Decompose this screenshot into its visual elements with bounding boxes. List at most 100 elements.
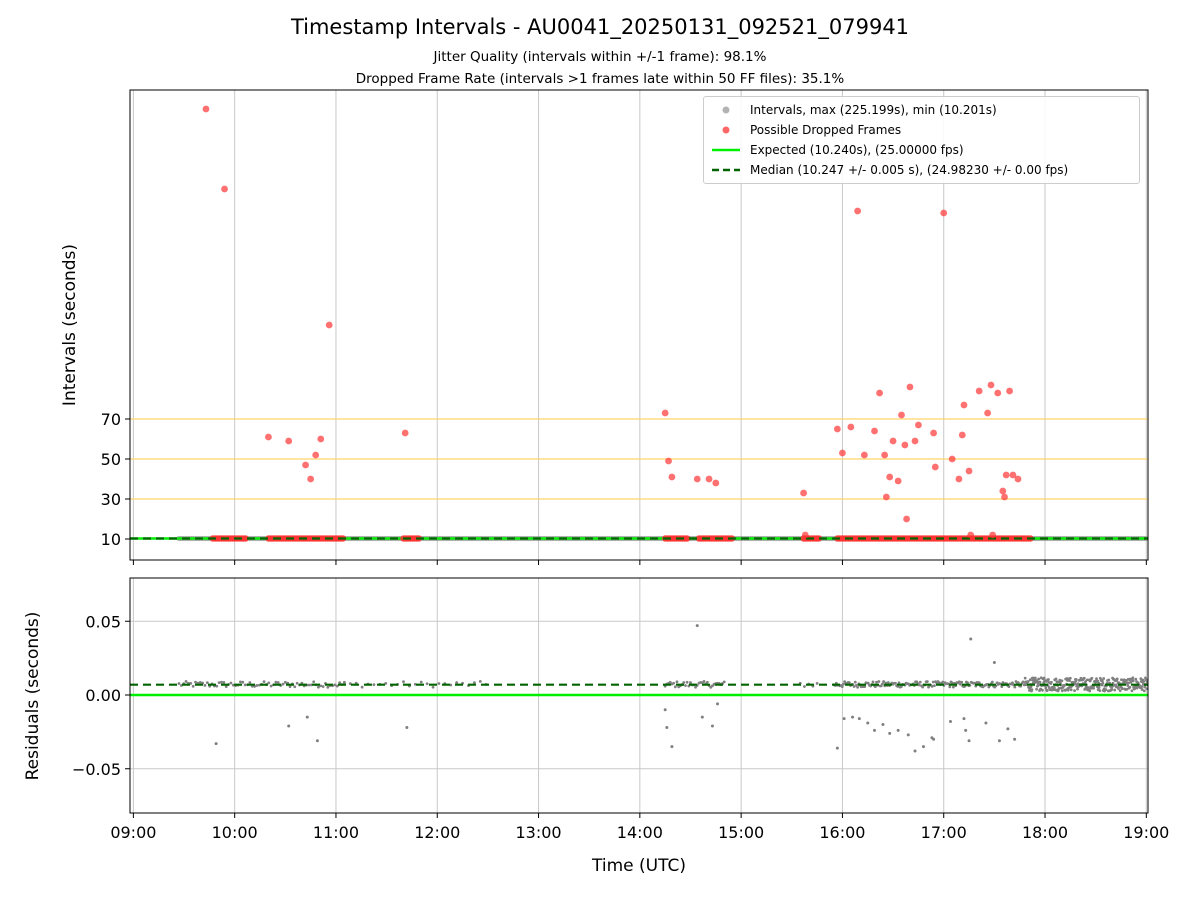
residual-point [419, 680, 423, 684]
residual-point [281, 682, 285, 686]
residual-point [1011, 681, 1014, 685]
residual-point [1120, 687, 1124, 691]
dropped-frame-point [871, 427, 878, 435]
x-axis-label: Time (UTC) [591, 856, 686, 876]
residual-point [269, 684, 273, 688]
residual-point [852, 685, 856, 688]
residual-point [248, 681, 252, 684]
residual-outlier-point [305, 715, 309, 719]
dropped-frame-point [265, 433, 272, 441]
residual-point [873, 685, 877, 689]
residual-point [319, 684, 323, 688]
intervals-axes-frame [129, 89, 1149, 561]
residual-outlier-point [967, 739, 971, 743]
legend-swatch-expected [712, 148, 740, 152]
residual-point [847, 681, 851, 685]
residual-outlier-point [710, 724, 714, 728]
x-tick-label: 16:00 [819, 823, 865, 842]
y-tick-label: 10 [101, 530, 121, 549]
residual-point [455, 681, 459, 684]
dropped-frame-point [401, 429, 409, 437]
residual-outlier-point [665, 725, 669, 729]
residual-point [803, 685, 806, 688]
y-tick-label: −0.05 [72, 760, 121, 779]
residual-point [1063, 683, 1066, 687]
legend-item-intervals: Intervals, max (225.199s), min (10.201s) [704, 101, 1139, 119]
residual-point [431, 685, 435, 689]
residual-point [1079, 676, 1083, 680]
residual-outlier-point [695, 624, 699, 628]
residual-outlier-point [866, 721, 870, 725]
residual-point [1145, 687, 1148, 691]
dropped-frame-point [693, 475, 701, 483]
residual-outlier-point [881, 723, 885, 726]
residual-point [896, 685, 900, 688]
residual-outlier-point [888, 731, 892, 735]
residual-point [941, 680, 945, 684]
x-tick-label: 15:00 [718, 823, 764, 842]
residual-outlier-point [851, 715, 855, 719]
dropped-frame-point [906, 383, 914, 391]
dropped-frame-point [202, 105, 210, 113]
dropped-frame-point [1002, 471, 1010, 479]
residual-point [886, 681, 890, 684]
residual-point [1102, 677, 1106, 680]
residual-outlier-point [315, 739, 319, 743]
residual-outlier-point [857, 717, 861, 721]
jitter-quality-subtitle: Jitter Quality (intervals within +/-1 fr… [433, 49, 767, 65]
residual-point [917, 683, 921, 687]
residual-point [262, 680, 266, 683]
residual-point [1090, 676, 1094, 680]
chart-title: Timestamp Intervals - AU0041_20250131_09… [290, 15, 910, 39]
residual-point [449, 683, 453, 687]
dropped-frame-point [975, 387, 983, 395]
residual-point [694, 685, 697, 689]
residual-point [840, 685, 844, 689]
residual-point [205, 681, 209, 685]
dropped-frame-point [307, 475, 315, 483]
dropped-frame-point [221, 185, 228, 193]
residual-point [705, 680, 709, 684]
residual-point [990, 680, 994, 684]
residual-point [224, 685, 228, 689]
dropped-frame-point [1009, 471, 1017, 479]
residual-point [372, 683, 376, 687]
legend-swatch-median [712, 168, 740, 172]
residual-point [1098, 689, 1102, 693]
residual-point [1076, 687, 1079, 691]
residual-point [1001, 681, 1005, 684]
dropped-frame-rate-subtitle: Dropped Frame Rate (intervals >1 frames … [355, 71, 845, 87]
residual-point [478, 680, 482, 683]
residual-point [1122, 681, 1126, 685]
residual-point [437, 682, 441, 685]
residual-point [1143, 685, 1147, 689]
residual-point [1130, 689, 1134, 693]
residual-outlier-point [287, 724, 291, 728]
residual-point [1045, 689, 1049, 693]
residual-point [1145, 680, 1148, 684]
residual-point [1016, 681, 1020, 685]
residual-point [1068, 676, 1072, 680]
residual-point [918, 680, 922, 684]
residual-point [312, 680, 316, 684]
dropped-frame-point [876, 389, 883, 397]
residual-point [1142, 680, 1146, 683]
residual-point [842, 682, 845, 686]
residual-outlier-point [835, 746, 839, 750]
residual-outlier-point [873, 728, 877, 732]
residual-point [1055, 680, 1059, 684]
residual-point [931, 680, 935, 684]
dropped-frame-point [903, 515, 910, 523]
residual-point [1101, 681, 1105, 685]
dropped-frame-point [317, 435, 325, 443]
dropped-frame-point [242, 535, 249, 542]
residual-point [1140, 685, 1144, 689]
residual-point [1083, 687, 1087, 691]
legend-label-dropped: Possible Dropped Frames [750, 123, 902, 137]
residual-point [283, 680, 287, 684]
residual-point [930, 684, 934, 688]
dropped-frame-point [984, 409, 992, 417]
chart-legend: Intervals, max (225.199s), min (10.201s)… [703, 96, 1140, 184]
residual-outlier-point [997, 739, 1001, 743]
residual-point [1110, 687, 1114, 691]
